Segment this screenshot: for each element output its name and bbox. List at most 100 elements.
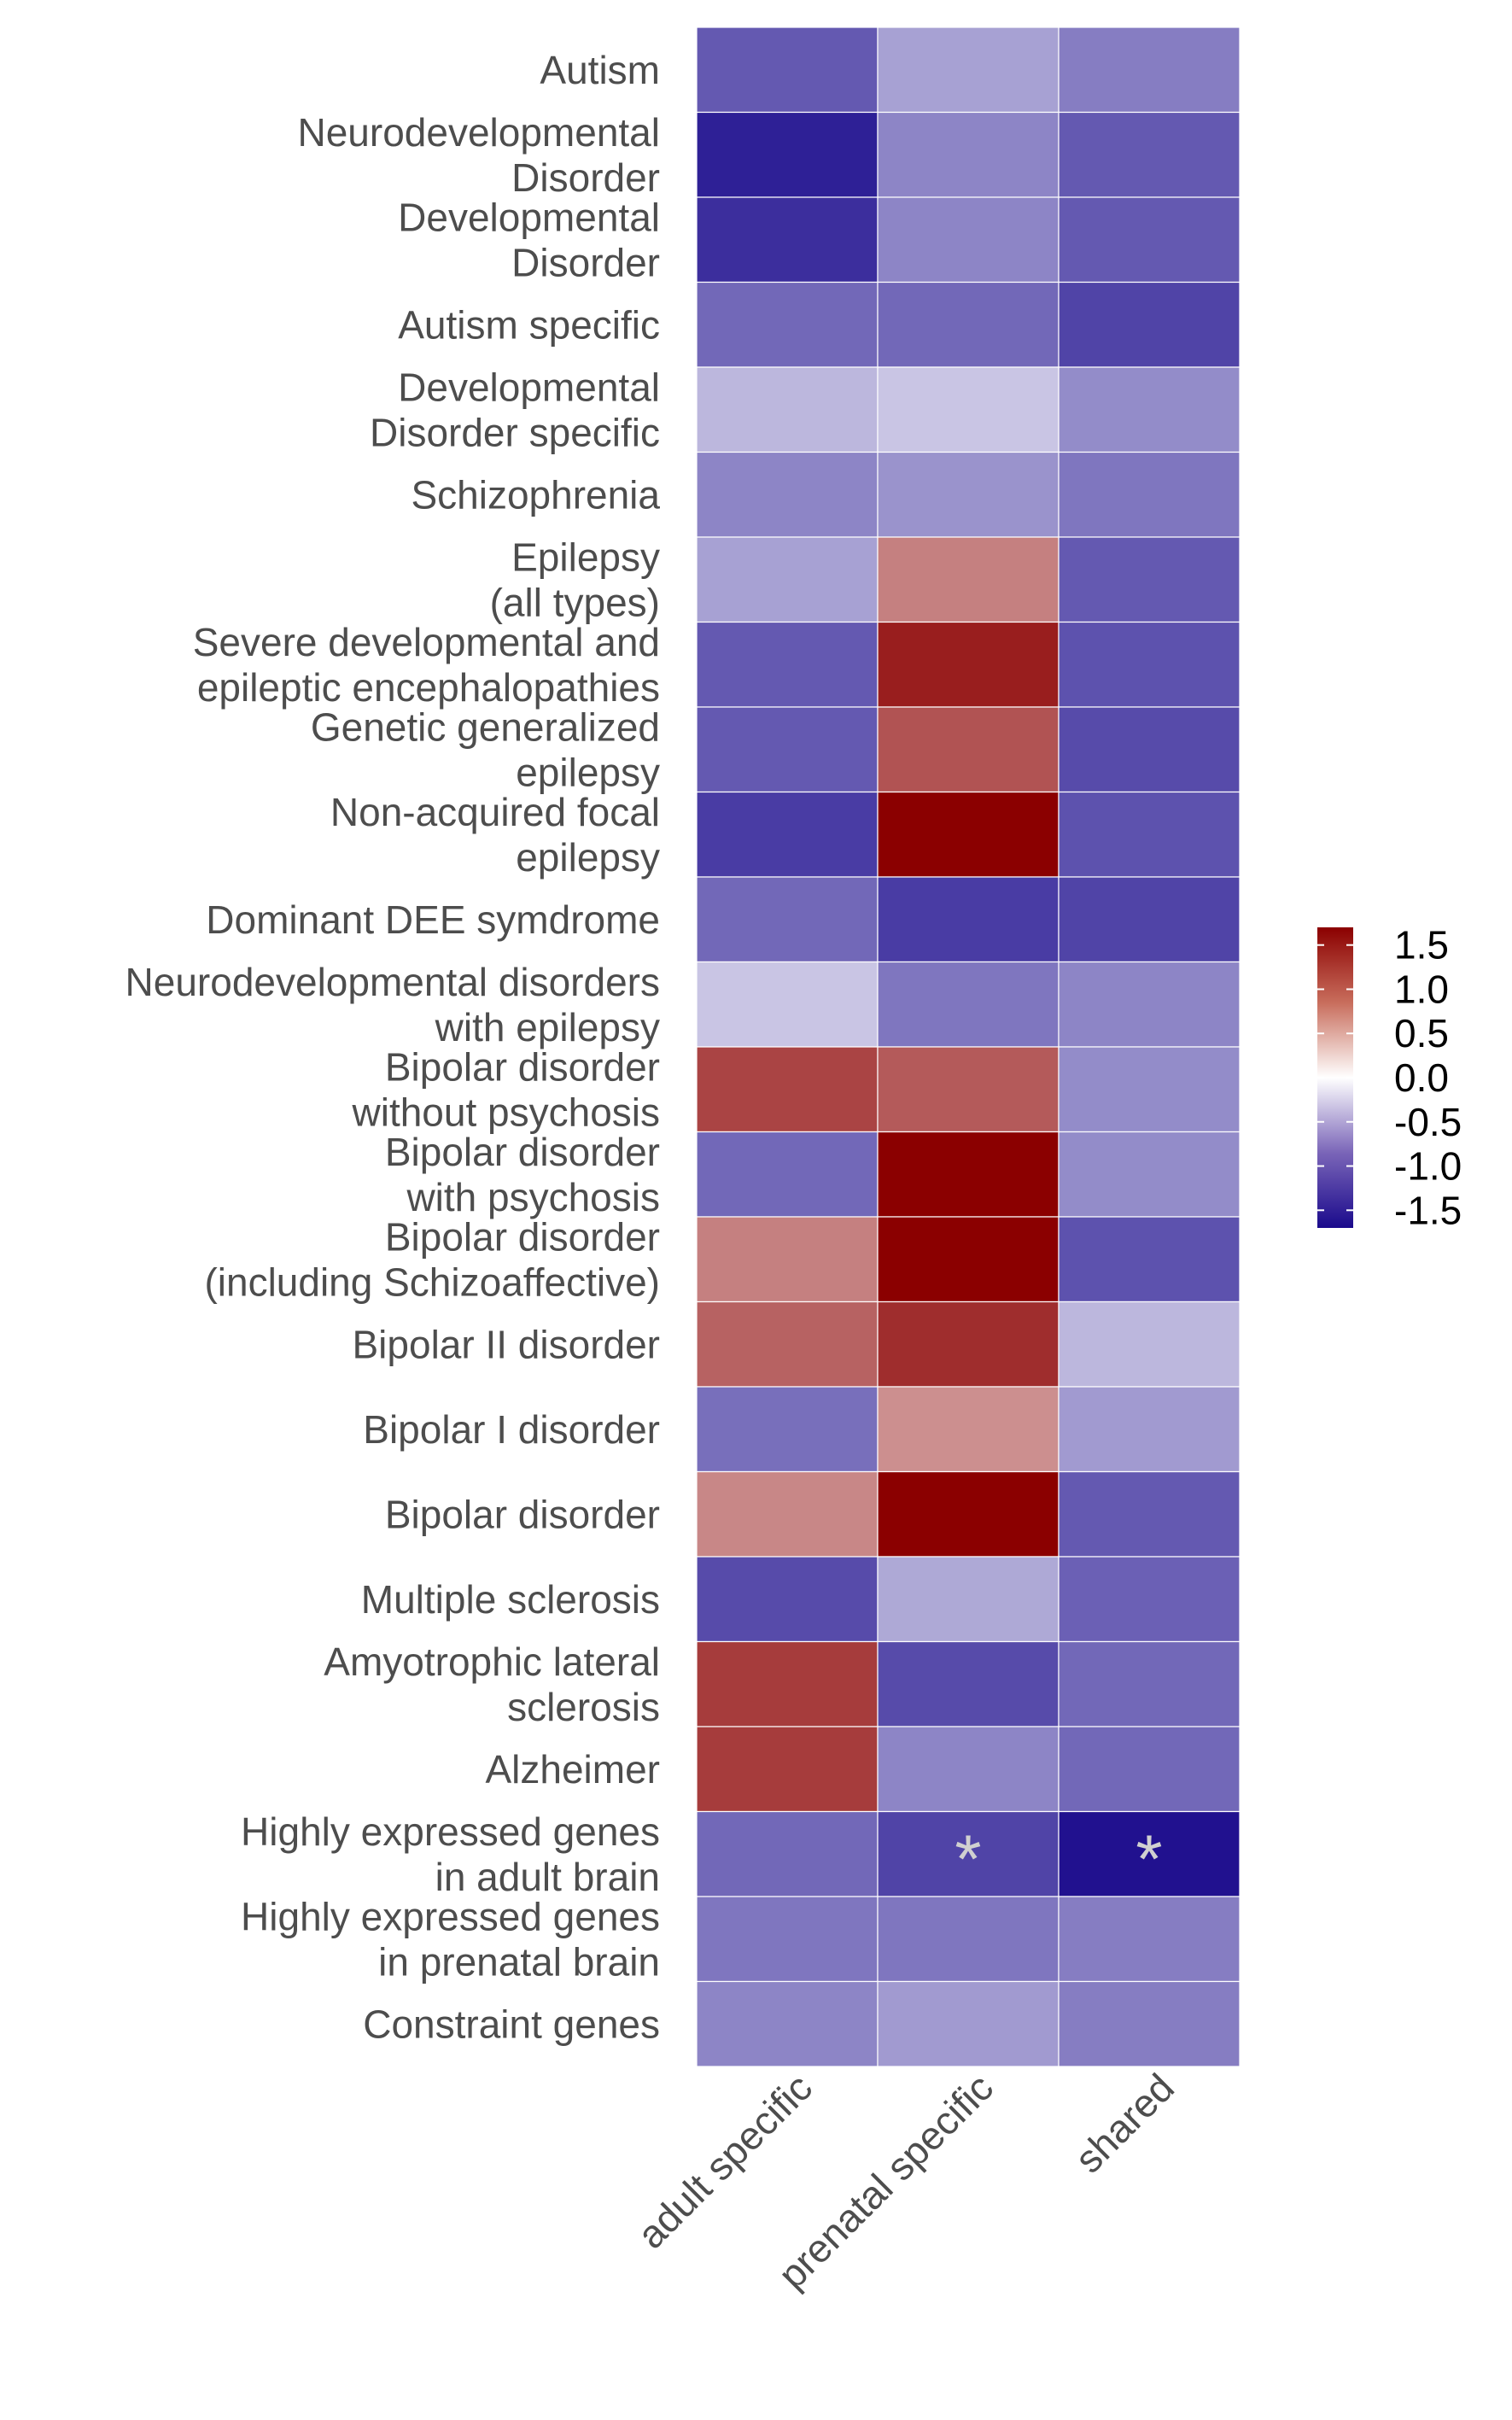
- heatmap-cell: [696, 536, 879, 623]
- heatmap-cell: [877, 1726, 1060, 1813]
- significance-marker: *: [1135, 1821, 1162, 1897]
- row-label: Multiple sclerosis: [361, 1577, 660, 1622]
- heatmap-cell: [877, 1046, 1060, 1133]
- heatmap-cell: [1058, 706, 1241, 793]
- heatmap-cell: [1058, 1726, 1241, 1813]
- heatmap-cell: [1058, 1131, 1241, 1218]
- heatmap-cell: [877, 1640, 1060, 1727]
- heatmap-cell: [877, 791, 1060, 878]
- row-label: Bipolar disorder (including Schizoaffecti…: [204, 1214, 660, 1304]
- heatmap-cell: [696, 961, 879, 1048]
- heatmap-cell: [1058, 1301, 1241, 1388]
- row-label: Neurodevelopmental Disorder: [298, 110, 661, 200]
- heatmap-cell: [696, 1726, 879, 1813]
- row-label: Developmental Disorder specific: [370, 365, 660, 454]
- color-legend: 1.51.00.50.0-0.5-1.0-1.5: [1317, 923, 1462, 1232]
- row-label: Developmental Disorder: [398, 195, 660, 284]
- heatmap-cell: [877, 1810, 1060, 1897]
- heatmap-cell: [696, 876, 879, 963]
- heatmap-cell: [877, 961, 1060, 1048]
- heatmap-cell: [1058, 451, 1241, 538]
- heatmap-cell: [696, 196, 879, 284]
- heatmap-cell: [1058, 281, 1241, 368]
- heatmap-cell: [1058, 791, 1241, 878]
- heatmap-cell: [877, 451, 1060, 538]
- heatmap-cells: * *: [696, 26, 1241, 2067]
- heatmap-cell: [877, 196, 1060, 284]
- heatmap-cell: [877, 706, 1060, 793]
- row-label: Highly expressed genes in prenatal brain: [241, 1894, 660, 1984]
- row-label: Genetic generalized epilepsy: [311, 704, 660, 794]
- significance-marker: *: [954, 1821, 981, 1897]
- heatmap-cell: [1058, 111, 1241, 198]
- heatmap-cell: [1058, 366, 1241, 453]
- heatmap-cell: [696, 1810, 879, 1897]
- row-label: Neurodevelopmental disorders with epileps…: [126, 960, 660, 1049]
- legend-tick-label: 0.0: [1394, 1055, 1449, 1100]
- heatmap-cell: [696, 1386, 879, 1473]
- row-label: Autism specific: [398, 302, 660, 347]
- heatmap-cell: [877, 536, 1060, 623]
- heatmap-cell: [696, 1556, 879, 1643]
- heatmap-cell: [1058, 1386, 1241, 1473]
- heatmap-cell: [696, 1216, 879, 1303]
- heatmap-cell: [696, 706, 879, 793]
- heatmap-cell: [877, 26, 1060, 114]
- heatmap-cell: [877, 1301, 1060, 1388]
- heatmap-cell: [1058, 1556, 1241, 1643]
- row-label: Bipolar disorder with psychosis: [385, 1130, 660, 1219]
- heatmap-cell: [877, 281, 1060, 368]
- heatmap-cell: [1058, 621, 1241, 708]
- heatmap-cell: [877, 111, 1060, 198]
- heatmap-cell: [696, 26, 879, 114]
- row-label: Constraint genes: [363, 2002, 660, 2046]
- heatmap-cell: [1058, 961, 1241, 1048]
- heatmap-cell: [696, 111, 879, 198]
- heatmap-cell: [696, 791, 879, 878]
- heatmap-cell: [1058, 1810, 1241, 1897]
- heatmap-cell: [1058, 1470, 1241, 1558]
- heatmap-cell: [1058, 196, 1241, 284]
- legend-ticks: 1.51.00.50.0-0.5-1.0-1.5: [1317, 923, 1462, 1232]
- heatmap-cell: [877, 1470, 1060, 1558]
- row-label: Bipolar disorder: [385, 1492, 660, 1536]
- row-label: Alzheimer: [485, 1747, 660, 1792]
- heatmap-cell: [1058, 1980, 1241, 2067]
- heatmap-cell: [1058, 1640, 1241, 1727]
- legend-tick-label: -1.5: [1394, 1188, 1462, 1232]
- column-label: shared: [1066, 2065, 1182, 2181]
- row-label: Dominant DEE symdrome: [206, 897, 660, 942]
- row-label: Autism: [540, 48, 660, 92]
- heatmap-cell: [696, 451, 879, 538]
- heatmap-cell: [696, 1980, 879, 2067]
- heatmap-cell: [877, 366, 1060, 453]
- heatmap-cell: [877, 1131, 1060, 1218]
- legend-tick-label: 1.5: [1394, 923, 1449, 967]
- heatmap-cell: [696, 1131, 879, 1218]
- heatmap-cell: [1058, 1046, 1241, 1133]
- heatmap-cell: [877, 1980, 1060, 2067]
- heatmap-cell: [696, 1640, 879, 1727]
- heatmap-cell: [696, 366, 879, 453]
- legend-tick-label: 0.5: [1394, 1011, 1449, 1055]
- column-label: adult specific: [628, 2065, 820, 2257]
- heatmap-cell: [1058, 1896, 1241, 1983]
- heatmap-cell: [696, 1046, 879, 1133]
- row-label: Schizophrenia: [411, 472, 660, 517]
- row-label: Amyotrophic lateral sclerosis: [324, 1640, 660, 1729]
- heatmap-cell: [1058, 536, 1241, 623]
- row-label: Severe developmental and epileptic enceph…: [193, 620, 660, 710]
- heatmap-cell: [696, 621, 879, 708]
- heatmap-cell: [877, 1556, 1060, 1643]
- heatmap-cell: [696, 281, 879, 368]
- row-label: Epilepsy (all types): [490, 535, 660, 624]
- heatmap-cell: [877, 876, 1060, 963]
- heatmap-cell: [877, 1386, 1060, 1473]
- legend-tick-label: -0.5: [1394, 1100, 1462, 1144]
- heatmap-cell: [1058, 26, 1241, 114]
- row-label: Bipolar disorder without psychosis: [352, 1044, 661, 1134]
- heatmap-cell: [877, 1896, 1060, 1983]
